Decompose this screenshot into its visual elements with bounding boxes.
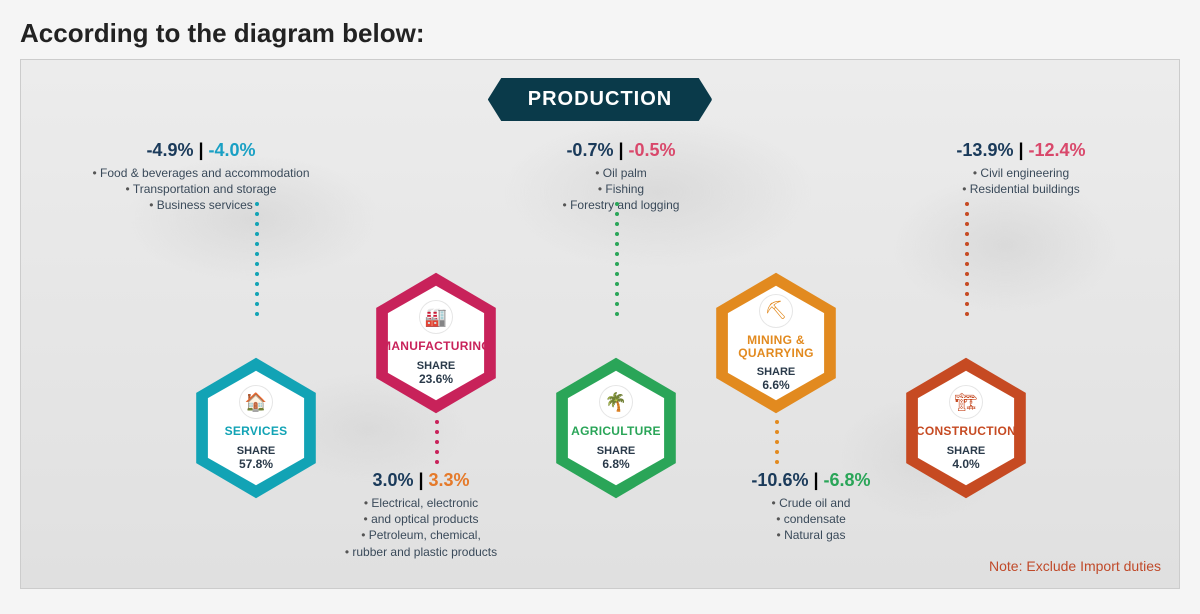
services-icon: 🏠 (239, 385, 273, 419)
share-value: 6.6% (762, 378, 789, 392)
hex-mining: ⛏ MINING & QUARRYING SHARE 6.6% (701, 270, 851, 420)
pct-secondary: -12.4% (1029, 140, 1086, 160)
bullet: Crude oil and (701, 495, 921, 511)
bullet: Fishing (511, 181, 731, 197)
production-banner: PRODUCTION (488, 78, 712, 121)
connector-construction (964, 202, 970, 342)
pct-primary: -4.9% (146, 140, 193, 160)
bullet: Petroleum, chemical, (311, 527, 531, 543)
pct-secondary: -6.8% (824, 470, 871, 490)
hex-label: MINING & QUARRYING (721, 334, 831, 360)
bullet: Oil palm (511, 165, 731, 181)
pct-primary: 3.0% (372, 470, 413, 490)
hex-shape: 🏗 CONSTRUCTION SHARE 4.0% (901, 355, 1031, 501)
bullets: Crude oil andcondensateNatural gas (701, 495, 921, 544)
bullet: Residential buildings (911, 181, 1131, 197)
share-value: 23.6% (419, 372, 453, 386)
agriculture-icon: 🌴 (599, 385, 633, 419)
pct-sep: | (198, 140, 208, 160)
bullet: condensate (701, 511, 921, 527)
hex-services: 🏠 SERVICES SHARE 57.8% (181, 355, 331, 505)
bullet: and optical products (311, 511, 531, 527)
hex-agriculture: 🌴 AGRICULTURE SHARE 6.8% (541, 355, 691, 505)
pct-secondary: -0.5% (629, 140, 676, 160)
bullet: Forestry and logging (511, 197, 731, 213)
pct-secondary: -4.0% (209, 140, 256, 160)
hex-manufacturing: 🏭 MANUFACTURING SHARE 23.6% (361, 270, 511, 420)
share-label: SHARE (597, 445, 636, 457)
hex-shape: 🏠 SERVICES SHARE 57.8% (191, 355, 321, 501)
pct-sep: | (418, 470, 428, 490)
page-title: According to the diagram below: (0, 0, 1200, 59)
bullet: Food & beverages and accommodation (91, 165, 311, 181)
footnote: Note: Exclude Import duties (989, 558, 1161, 574)
hex-label: MANUFACTURING (381, 340, 491, 353)
share-label: SHARE (757, 366, 796, 378)
stats-bottom-mining: -10.6% | -6.8% Crude oil andcondensateNa… (701, 470, 921, 544)
bullet: Business services (91, 197, 311, 213)
hex-shape: ⛏ MINING & QUARRYING SHARE 6.6% (711, 270, 841, 416)
connector-manufacturing (434, 420, 440, 480)
bullet: Electrical, electronic (311, 495, 531, 511)
bullet: Civil engineering (911, 165, 1131, 181)
pct-pair: -10.6% | -6.8% (701, 470, 921, 491)
stats-top-agriculture: -0.7% | -0.5% Oil palmFishingForestry an… (511, 140, 731, 214)
pct-pair: -4.9% | -4.0% (91, 140, 311, 161)
share-value: 4.0% (952, 457, 979, 471)
connector-services (254, 202, 260, 342)
stats-top-construction: -13.9% | -12.4% Civil engineeringResiden… (911, 140, 1131, 197)
bullet: Transportation and storage (91, 181, 311, 197)
diagram: PRODUCTION -4.9% | -4.0% Food & beverage… (20, 59, 1180, 589)
share-label: SHARE (237, 445, 276, 457)
hex-label: AGRICULTURE (571, 425, 661, 438)
mining-icon: ⛏ (759, 294, 793, 328)
bullets: Civil engineeringResidential buildings (911, 165, 1131, 197)
bullets: Food & beverages and accommodationTransp… (91, 165, 311, 214)
pct-pair: 3.0% | 3.3% (311, 470, 531, 491)
bullets: Oil palmFishingForestry and logging (511, 165, 731, 214)
share-label: SHARE (417, 360, 456, 372)
pct-pair: -0.7% | -0.5% (511, 140, 731, 161)
construction-icon: 🏗 (949, 385, 983, 419)
pct-sep: | (618, 140, 628, 160)
pct-pair: -13.9% | -12.4% (911, 140, 1131, 161)
bullet: rubber and plastic products (311, 544, 531, 560)
hex-label: SERVICES (225, 425, 288, 438)
pct-sep: | (1018, 140, 1028, 160)
stats-bottom-manufacturing: 3.0% | 3.3% Electrical, electronicand op… (311, 470, 531, 560)
stats-top-services: -4.9% | -4.0% Food & beverages and accom… (91, 140, 311, 214)
bullet: Natural gas (701, 527, 921, 543)
connector-agriculture (614, 202, 620, 342)
hex-shape: 🌴 AGRICULTURE SHARE 6.8% (551, 355, 681, 501)
share-value: 57.8% (239, 457, 273, 471)
pct-primary: -0.7% (566, 140, 613, 160)
bullets: Electrical, electronicand optical produc… (311, 495, 531, 560)
pct-sep: | (813, 470, 823, 490)
connector-mining (774, 420, 780, 480)
hex-shape: 🏭 MANUFACTURING SHARE 23.6% (371, 270, 501, 416)
hex-construction: 🏗 CONSTRUCTION SHARE 4.0% (891, 355, 1041, 505)
manufacturing-icon: 🏭 (419, 300, 453, 334)
share-label: SHARE (947, 445, 986, 457)
pct-primary: -13.9% (956, 140, 1013, 160)
share-value: 6.8% (602, 457, 629, 471)
hex-label: CONSTRUCTION (916, 425, 1016, 438)
